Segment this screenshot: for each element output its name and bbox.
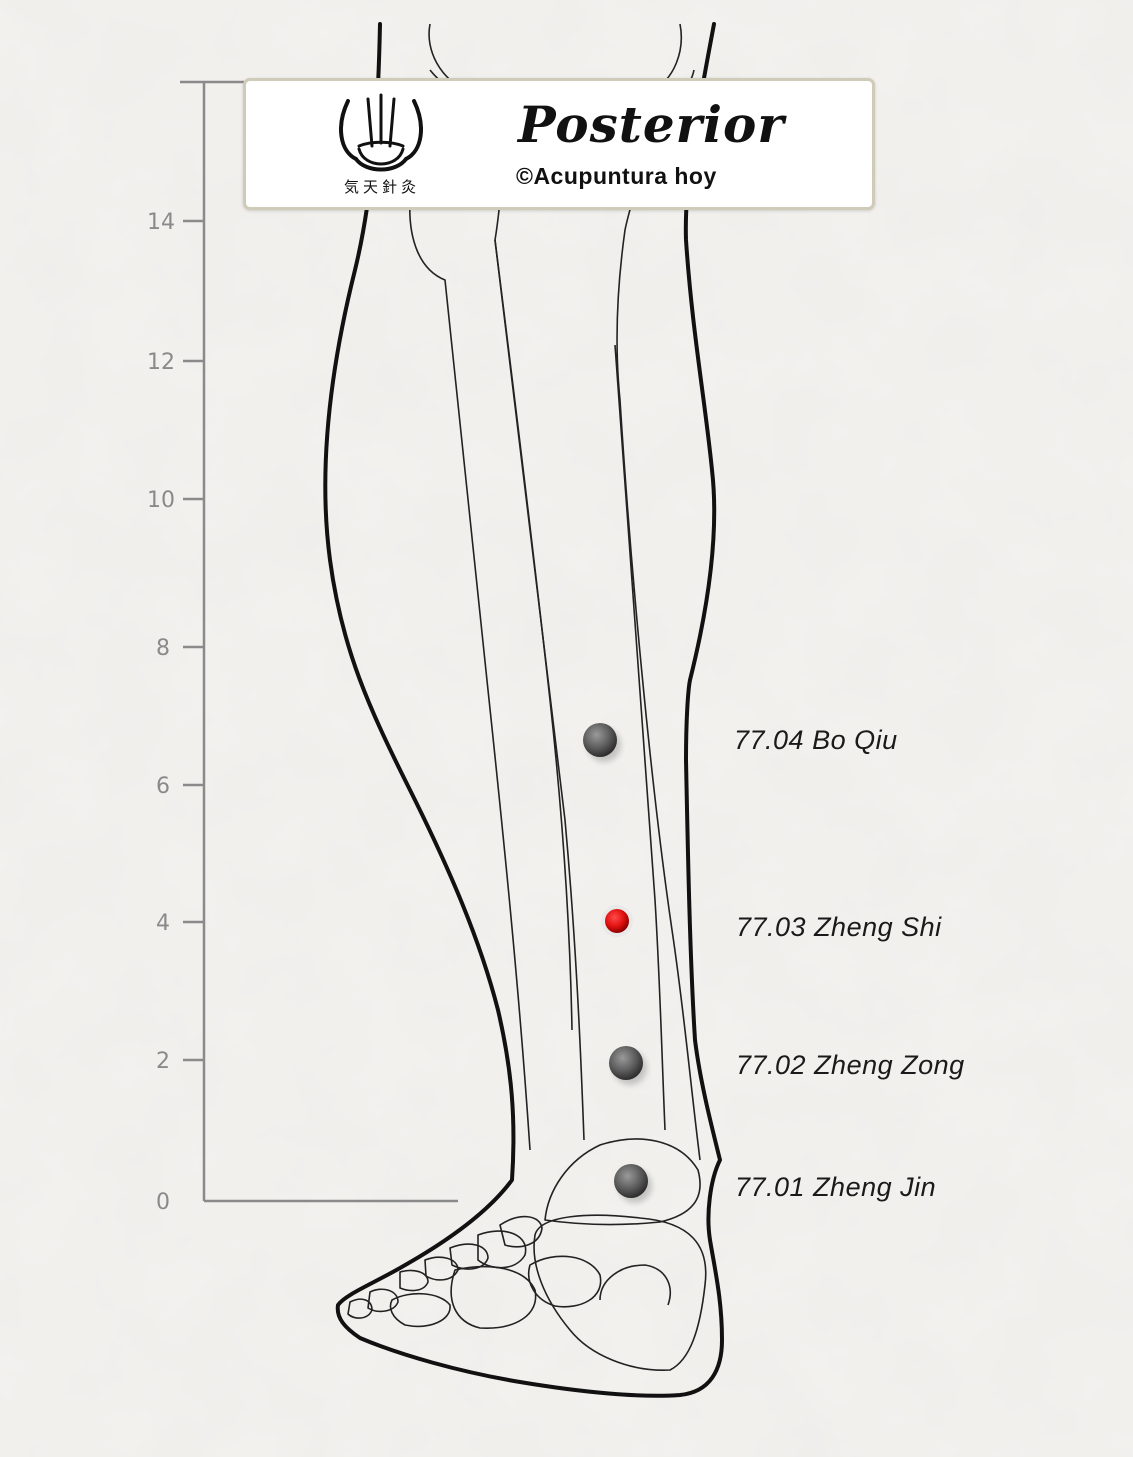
toe-bone [347,1298,373,1319]
foot-bone [449,1243,489,1270]
tick-label-2: 2 [156,1049,170,1074]
foot-bone [477,1230,527,1269]
foot-bone [399,1269,429,1292]
point-label-77-03: 77.03 Zheng Shi [736,912,942,942]
tick-label-8: 8 [156,636,170,661]
foot-bone [450,1265,537,1329]
tick-label-10: 10 [147,488,175,513]
tick-label-12: 12 [147,350,175,375]
tibia-inner [494,239,585,1141]
needles-bowl-icon [339,93,423,172]
point-label-77-02: 77.02 Zheng Zong [736,1050,965,1080]
foot-bone [367,1288,399,1313]
tick-label-6: 6 [156,774,170,799]
fibula-outer [409,199,531,1151]
bone-outlines [347,23,707,1371]
copyright-text: ©Acupuntura hoy [516,163,717,189]
tick-label-14: 14 [147,210,175,235]
page-title: Posterior [518,95,785,154]
acupoint-77-01[interactable] [614,1164,652,1203]
calcaneus-bone [533,1214,707,1371]
point-labels: 77.04 Bo Qiu 77.03 Zheng Shi 77.02 Zheng… [734,725,965,1202]
point-marker[interactable] [614,1164,648,1198]
foot-bone [499,1215,543,1248]
point-label-77-01: 77.01 Zheng Jin [735,1172,936,1202]
foot-bone [528,1255,602,1308]
title-card: 気天針灸 Posterior ©Acupuntura hoy [243,78,875,210]
acupoint-77-02[interactable] [609,1046,647,1085]
tibia-outer [498,116,701,1161]
acupoint-77-04[interactable] [583,723,621,762]
acupoints [583,723,652,1203]
point-marker-highlighted[interactable] [605,909,629,933]
tibia-crest [614,344,666,1131]
acupoint-77-03[interactable] [601,905,633,937]
scale-labels: 0 2 4 6 8 10 12 14 [147,210,175,1215]
skin-outline [323,22,724,1398]
talus-bone [544,1138,701,1226]
point-marker[interactable] [583,723,617,757]
measurement-scale [180,80,458,1203]
point-label-77-04: 77.04 Bo Qiu [734,725,898,755]
calcaneus-detail [599,1264,671,1306]
tick-label-0: 0 [156,1190,170,1215]
leg-outline [323,22,724,1398]
logo-text: 気天針灸 [343,178,420,196]
point-marker[interactable] [609,1046,643,1080]
tick-label-4: 4 [156,911,170,936]
foot-bone [389,1292,451,1328]
